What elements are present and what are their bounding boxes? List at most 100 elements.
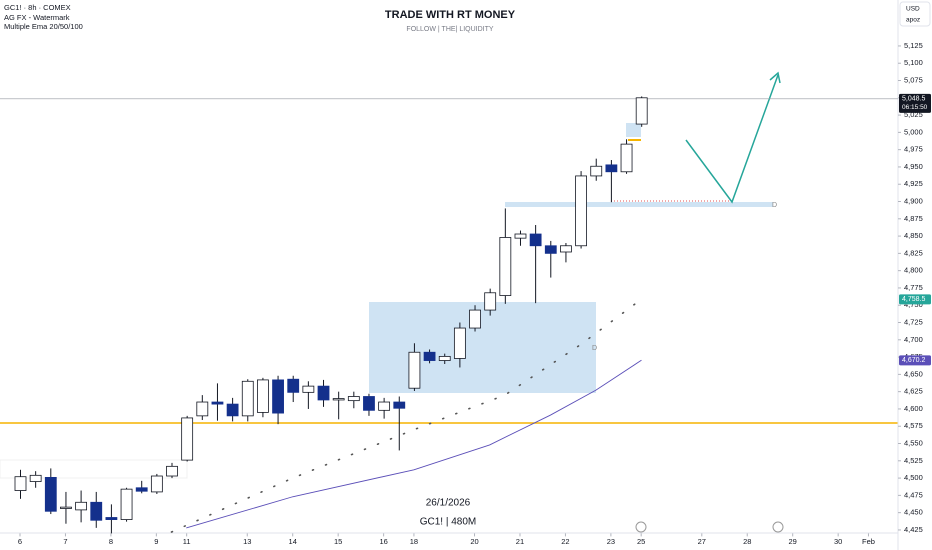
- x-tick-label: 6: [18, 537, 22, 546]
- candle-body: [150, 475, 163, 493]
- candle-body: [196, 401, 209, 417]
- candle-body: [135, 487, 148, 492]
- x-tick-label: 28: [743, 537, 751, 546]
- candle-body: [499, 237, 512, 296]
- x-tick-label: 16: [379, 537, 387, 546]
- x-tick-label: 7: [63, 537, 67, 546]
- x-tick-label: 8: [109, 537, 113, 546]
- x-tick-label: 13: [243, 537, 251, 546]
- price-tag: [899, 355, 931, 366]
- candle-body: [226, 403, 239, 417]
- candle-body: [211, 401, 224, 405]
- symbol: GC1! · 8h · COMEX: [4, 3, 71, 12]
- y-tick-label: 4,575: [904, 421, 923, 430]
- x-tick-label: 18: [410, 537, 418, 546]
- candle-body: [272, 379, 284, 414]
- x-tick-label: 14: [289, 537, 297, 546]
- y-tick-label: 4,650: [904, 369, 923, 378]
- zone: [626, 123, 641, 137]
- icon: [772, 521, 784, 533]
- zone: [505, 202, 773, 207]
- y-tick-label: 4,625: [904, 387, 923, 396]
- candle-body: [105, 517, 118, 520]
- candle-body: [363, 396, 375, 411]
- candle-body: [257, 379, 269, 413]
- price-tag: [899, 294, 931, 305]
- y-tick-label: 4,900: [904, 196, 923, 205]
- candle-body: [469, 309, 481, 329]
- y-tick-label: 5,025: [904, 110, 923, 119]
- indicator: Multiple Ema 20/50/100: [4, 22, 83, 31]
- x-tick-label: 20: [470, 537, 478, 546]
- candle-body: [560, 245, 572, 253]
- y-tick-label: 4,425: [904, 525, 923, 534]
- candle-body: [75, 501, 88, 511]
- candle-body: [332, 398, 345, 401]
- subtitle: FOLLOW | THE| LIQUIDITY: [406, 26, 493, 33]
- candle-body: [166, 465, 178, 477]
- candle-body: [635, 97, 648, 125]
- x-tick-label: 30: [834, 537, 842, 546]
- y-tick-label: 5,100: [904, 58, 923, 67]
- ema-line: [186, 359, 642, 529]
- y-tick-label: 4,600: [904, 404, 923, 413]
- candle-body: [14, 476, 27, 491]
- y-tick-label: 5,125: [904, 41, 923, 50]
- x-tick-label: 15: [334, 537, 342, 546]
- candle-body: [529, 233, 542, 247]
- last-price-label: 5,048.5: [902, 96, 925, 103]
- candle-body: [590, 165, 603, 177]
- last-price-tag: [899, 93, 931, 113]
- x-tick-label: 22: [561, 537, 569, 546]
- candle-body: [605, 164, 618, 173]
- y-tick-label: 4,800: [904, 266, 923, 275]
- candle-body: [287, 378, 300, 393]
- user: apoz: [906, 17, 920, 24]
- candle-body: [181, 417, 194, 461]
- candle-body: [544, 245, 557, 254]
- y-tick-label: 4,525: [904, 456, 923, 465]
- candle-body: [44, 476, 57, 512]
- candle-body: [514, 233, 527, 239]
- chart-title: TRADE WITH RT MONEY: [385, 9, 516, 21]
- y-tick-label: 4,500: [904, 473, 923, 482]
- candle-body: [317, 385, 330, 401]
- candle-body: [241, 380, 254, 417]
- candle-body: [90, 501, 103, 521]
- y-tick-label: 4,925: [904, 179, 923, 188]
- candle-body: [408, 351, 421, 389]
- y-tick-label: 4,950: [904, 162, 923, 171]
- candle-body: [120, 488, 133, 520]
- zone-label: D: [772, 202, 777, 209]
- x-tick-label: 27: [698, 537, 706, 546]
- y-tick-label: 4,750: [904, 300, 923, 309]
- price-tag-label: 4,670.2: [902, 357, 925, 364]
- candle-body: [484, 292, 497, 311]
- projection-arrow: [685, 74, 779, 204]
- y-tick-label: 4,975: [904, 145, 923, 154]
- y-tick-label: 5,075: [904, 75, 923, 84]
- indicator: AG FX - Watermark: [4, 13, 70, 22]
- y-tick-label: 4,775: [904, 283, 923, 292]
- arrow-head: [769, 71, 781, 84]
- candle-body: [347, 396, 360, 402]
- y-tick-label: 4,700: [904, 335, 923, 344]
- y-tick-label: 4,875: [904, 214, 923, 223]
- x-tick-label: 9: [154, 537, 158, 546]
- candle-body: [620, 143, 633, 173]
- candle-body: [438, 355, 451, 361]
- currency-box[interactable]: [899, 1, 931, 27]
- y-tick-label: 4,450: [904, 508, 923, 517]
- y-tick-label: 4,725: [904, 317, 923, 326]
- y-tick-label: 5,000: [904, 127, 923, 136]
- y-tick-label: 4,550: [904, 438, 923, 447]
- footer-date: 26/1/2026: [426, 498, 471, 509]
- candle-body: [302, 385, 315, 393]
- candle-body: [378, 401, 391, 411]
- x-tick-label: 23: [607, 537, 615, 546]
- candle-body: [60, 506, 72, 509]
- icon: [635, 521, 647, 533]
- zone-label: D: [592, 345, 597, 352]
- price-tag-label: 4,758.5: [902, 296, 925, 303]
